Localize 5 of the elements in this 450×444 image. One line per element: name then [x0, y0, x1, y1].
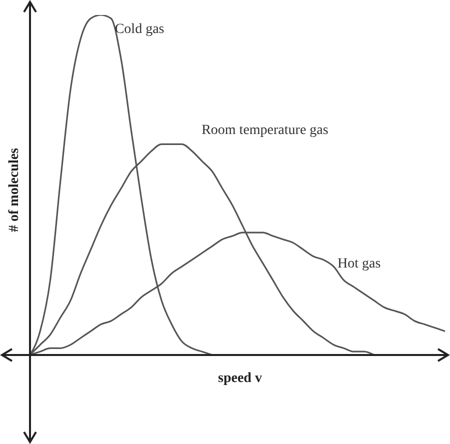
y-axis-title: # of molecules — [7, 147, 22, 232]
series-label: Room temperature gas — [202, 123, 328, 138]
series-label: Cold gas — [114, 22, 164, 37]
series-label: Hot gas — [338, 256, 381, 272]
x-axis-title: speed v — [218, 371, 262, 386]
